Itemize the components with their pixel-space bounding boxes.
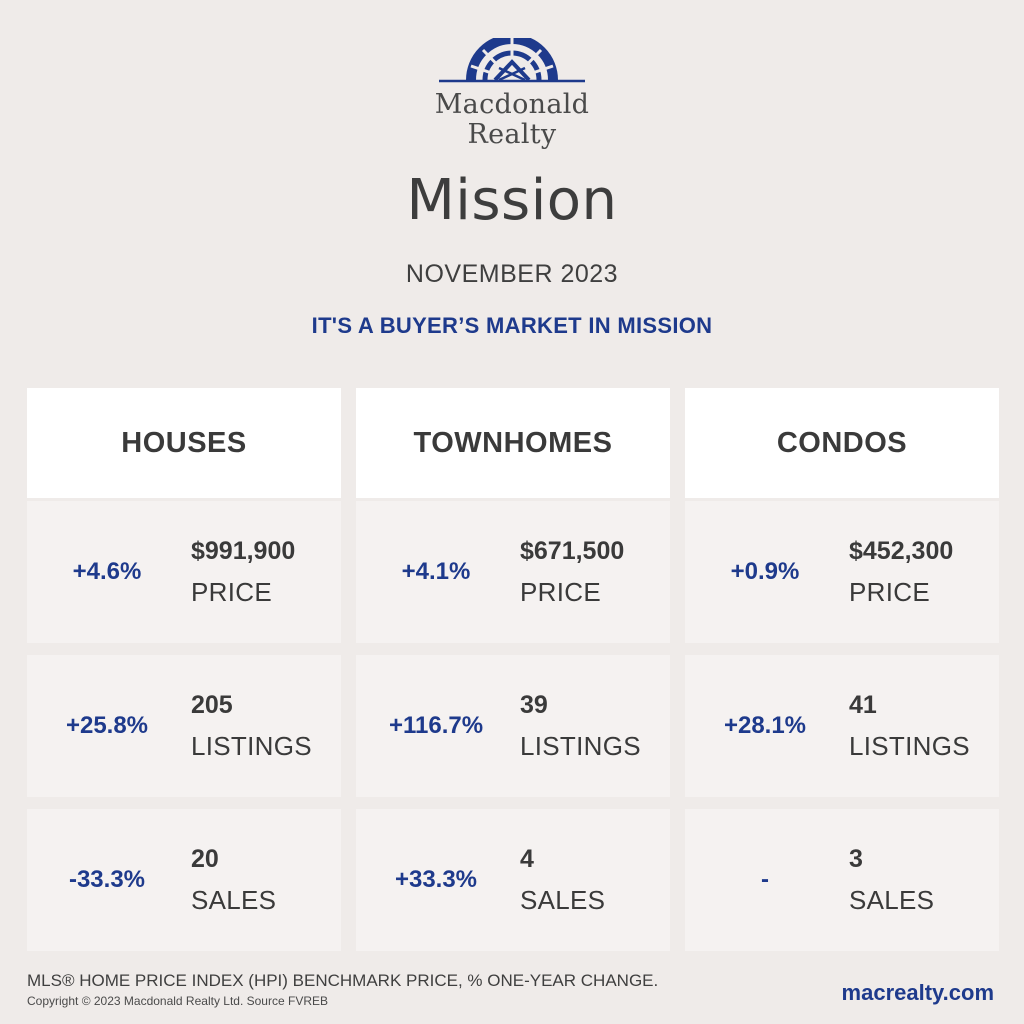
sales-label: SALES [849, 885, 935, 915]
listings-change: +28.1% [723, 712, 807, 739]
listings-value: 39 [520, 691, 548, 719]
sales-change: - [761, 866, 769, 893]
sales-label: SALES [520, 885, 606, 915]
listings-label: LISTINGS [191, 731, 312, 761]
brand-name-line2: Realty [467, 119, 557, 150]
city-title: Mission [406, 168, 618, 233]
brand-name-line1: Macdonald [434, 89, 590, 120]
listings-value: 41 [849, 691, 877, 719]
column-title-townhomes: TOWNHOMES [356, 388, 670, 498]
listings-label: LISTINGS [849, 731, 970, 761]
hpi-footnote: MLS® HOME PRICE INDEX (HPI) BENCHMARK PR… [27, 971, 659, 990]
sunrise-arch-icon [439, 38, 585, 83]
sales-value: 20 [191, 845, 219, 873]
townhomes-column: TOWNHOMES +4.1% $671,500 PRICE +116.7% 3… [356, 388, 670, 951]
copyright-text: Copyright © 2023 Macdonald Realty Ltd. S… [27, 994, 328, 1008]
price-value: $452,300 [849, 537, 954, 565]
market-headline: IT'S A BUYER’S MARKET IN MISSION [311, 313, 713, 338]
price-label: PRICE [520, 577, 601, 607]
column-title-houses: HOUSES [27, 388, 341, 498]
sales-change: +33.3% [394, 866, 478, 893]
houses-sales-card: -33.3% 20 SALES [27, 809, 341, 951]
price-value: $991,900 [191, 537, 296, 565]
houses-price-card: +4.6% $991,900 PRICE [27, 501, 341, 643]
condos-sales-card: - 3 SALES [685, 809, 999, 951]
report-month: NOVEMBER 2023 [405, 260, 619, 288]
price-change: +4.6% [72, 558, 142, 585]
listings-change: +25.8% [65, 712, 149, 739]
houses-listings-card: +25.8% 205 LISTINGS [27, 655, 341, 797]
website-link[interactable]: macrealty.com [841, 980, 994, 1005]
listings-change: +116.7% [388, 712, 484, 739]
houses-column: HOUSES +4.6% $991,900 PRICE +25.8% 205 L… [27, 388, 341, 951]
price-change: +0.9% [730, 558, 800, 585]
listings-label: LISTINGS [520, 731, 641, 761]
sales-label: SALES [191, 885, 277, 915]
price-label: PRICE [849, 577, 930, 607]
price-change: +4.1% [401, 558, 471, 585]
condos-listings-card: +28.1% 41 LISTINGS [685, 655, 999, 797]
sales-value: 4 [520, 845, 534, 873]
sales-change: -33.3% [68, 866, 146, 893]
price-value: $671,500 [520, 537, 625, 565]
column-title-condos: CONDOS [685, 388, 999, 498]
condos-column: CONDOS +0.9% $452,300 PRICE +28.1% 41 LI… [685, 388, 999, 951]
townhomes-sales-card: +33.3% 4 SALES [356, 809, 670, 951]
price-label: PRICE [191, 577, 272, 607]
townhomes-listings-card: +116.7% 39 LISTINGS [356, 655, 670, 797]
brand-logo: Macdonald Realty [0, 38, 1024, 150]
condos-price-card: +0.9% $452,300 PRICE [685, 501, 999, 643]
townhomes-price-card: +4.1% $671,500 PRICE [356, 501, 670, 643]
sales-value: 3 [849, 845, 863, 873]
listings-value: 205 [191, 691, 233, 719]
